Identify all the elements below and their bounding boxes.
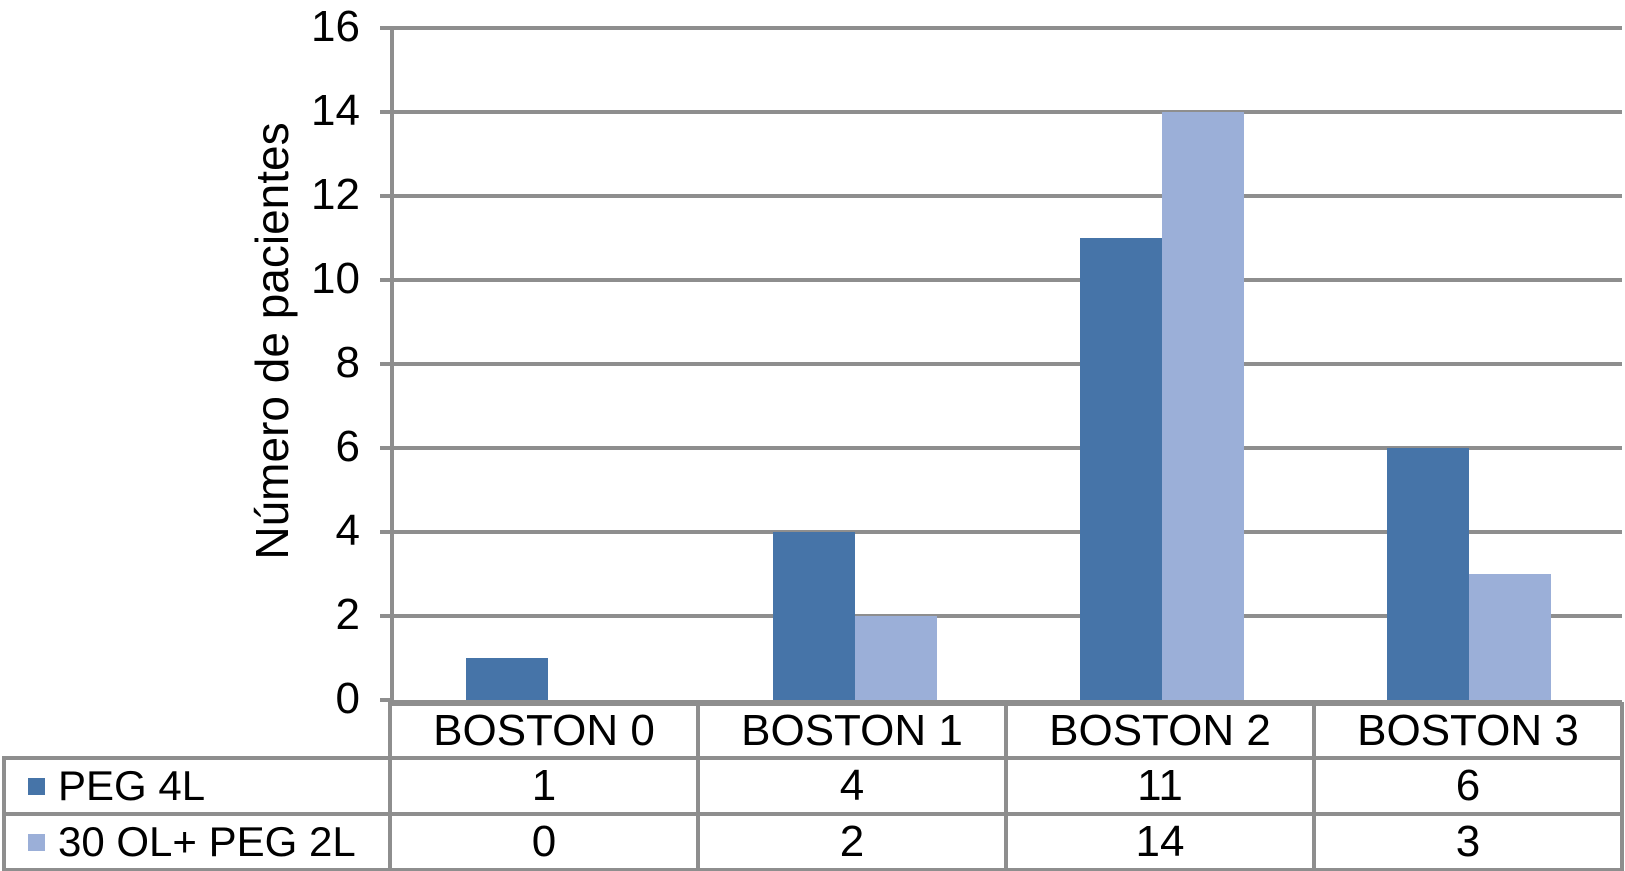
y-tick-mark — [380, 362, 394, 366]
legend-label-30-ol-peg-2l: 30 OL+ PEG 2L — [58, 818, 356, 865]
y-tick-label: 14 — [311, 86, 360, 136]
bar — [1162, 112, 1244, 700]
y-tick-mark — [380, 530, 394, 534]
y-tick-label: 12 — [311, 170, 360, 220]
category-header-row: BOSTON 0 BOSTON 1 BOSTON 2 BOSTON 3 — [4, 702, 1624, 760]
y-tick-label: 10 — [311, 254, 360, 304]
y-axis-tick-labels: 0 2 4 6 8 10 12 14 16 — [0, 5, 376, 721]
y-tick-mark — [380, 698, 394, 702]
y-tick-mark — [380, 26, 394, 30]
category-label-boston-0: BOSTON 0 — [388, 702, 700, 760]
y-tick-label: 6 — [335, 422, 360, 472]
value-cell: 0 — [388, 812, 700, 871]
y-tick-mark — [380, 278, 394, 282]
bar — [1387, 448, 1469, 700]
gridline — [394, 446, 1622, 450]
y-tick-label: 2 — [335, 590, 360, 640]
value-cell: 14 — [1004, 812, 1316, 871]
category-label-boston-2: BOSTON 2 — [1004, 702, 1316, 760]
value-cell: 3 — [1312, 812, 1624, 871]
value-cell: 1 — [388, 756, 700, 816]
gridline — [394, 110, 1622, 114]
y-tick-label: 8 — [335, 338, 360, 388]
bar — [855, 616, 937, 700]
value-cell: 4 — [696, 756, 1008, 816]
value-cell: 11 — [1004, 756, 1316, 816]
y-tick-mark — [380, 614, 394, 618]
gridline — [394, 530, 1622, 534]
legend-label-peg-4l: PEG 4L — [58, 762, 206, 809]
value-cell: 6 — [1312, 756, 1624, 816]
y-tick-mark — [380, 110, 394, 114]
table-corner-cell — [4, 704, 392, 760]
y-tick-label: 4 — [335, 506, 360, 556]
legend-swatch-30-ol-peg-2l-icon — [28, 833, 45, 851]
legend-cell-30-ol-peg-2l: 30 OL+ PEG 2L — [2, 812, 392, 871]
gridline — [394, 362, 1622, 366]
series-row-peg-4l: PEG 4L 1 4 11 6 — [2, 756, 1624, 816]
plot-area — [380, 26, 1622, 704]
legend-swatch-peg-4l-icon — [28, 777, 45, 795]
bar — [773, 532, 855, 700]
value-cell: 2 — [696, 812, 1008, 871]
gridline — [394, 614, 1622, 618]
gridline — [394, 278, 1622, 282]
y-tick-label: 16 — [311, 2, 360, 52]
category-label-boston-1: BOSTON 1 — [696, 702, 1008, 760]
y-tick-mark — [380, 194, 394, 198]
gridline — [394, 194, 1622, 198]
series-row-30-ol-peg-2l: 30 OL+ PEG 2L 0 2 14 3 — [2, 812, 1624, 871]
data-table: BOSTON 0 BOSTON 1 BOSTON 2 BOSTON 3 PEG … — [2, 702, 1624, 871]
bar — [1469, 574, 1551, 700]
legend-cell-peg-4l: PEG 4L — [2, 756, 392, 816]
gridline — [394, 26, 1622, 30]
bar — [466, 658, 548, 700]
category-label-boston-3: BOSTON 3 — [1312, 702, 1624, 760]
bar — [1080, 238, 1162, 700]
y-tick-mark — [380, 446, 394, 450]
